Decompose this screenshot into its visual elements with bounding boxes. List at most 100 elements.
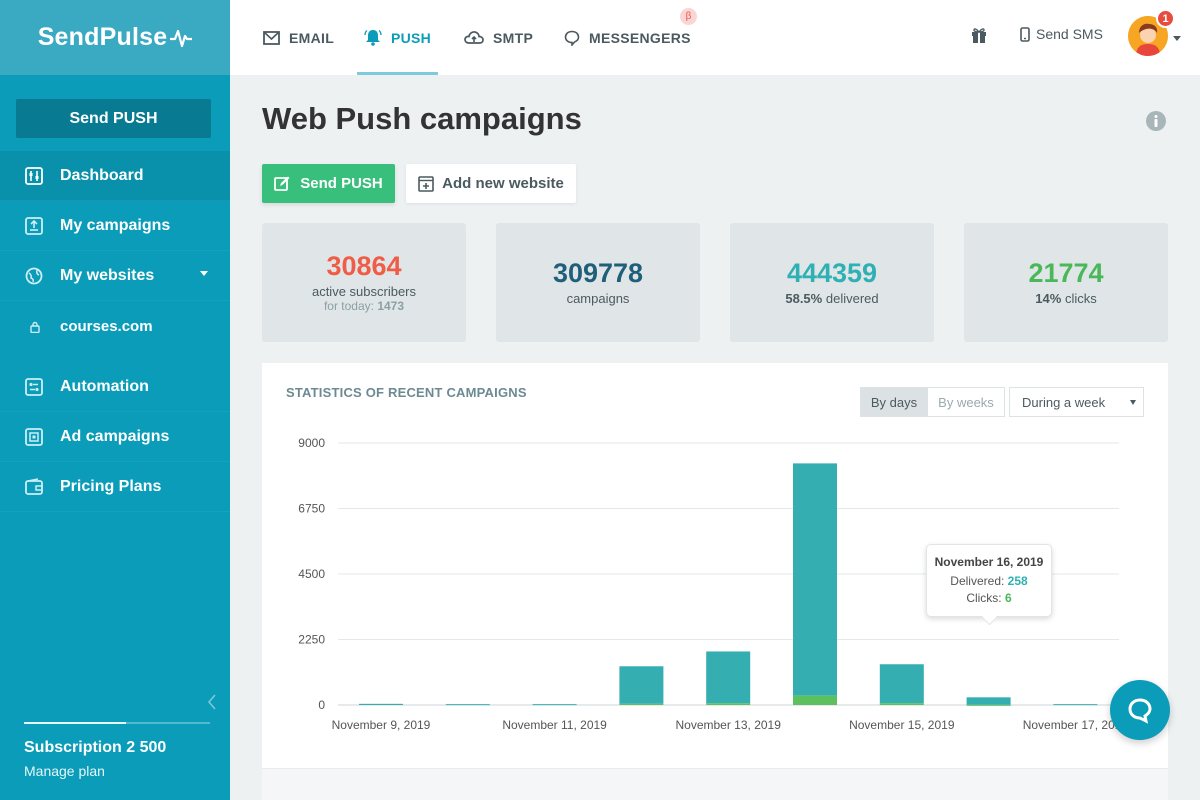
chevron-left-icon[interactable] — [206, 693, 218, 711]
tab-messengers[interactable]: MESSENGERS — [564, 0, 691, 75]
send-push-label: Send PUSH — [300, 175, 383, 192]
active-tab-indicator — [357, 72, 438, 75]
bar-delivered — [445, 704, 490, 706]
chat-icon — [1128, 698, 1152, 724]
envelope-icon — [263, 30, 280, 45]
by-weeks-toggle[interactable]: By weeks — [927, 387, 1005, 417]
statistics-panel: 0 2250 4500 6750 9000 November 9, 2019 Novembe… — [262, 363, 1168, 800]
tooltip-delivered: Delivered: 258 — [927, 574, 1051, 588]
tooltip-clicks: Clicks: 6 — [927, 591, 1051, 605]
chart-tooltip: November 16, 2019 Delivered: 258 Clicks:… — [926, 544, 1052, 617]
bar-clicks — [793, 695, 837, 705]
chat-widget-button[interactable] — [1110, 680, 1170, 740]
subscription-title: Subscription 2 500 — [24, 739, 167, 756]
y-tick-label: 2250 — [298, 633, 325, 647]
bar-delivered — [966, 697, 1011, 705]
automation-icon — [24, 377, 44, 397]
stat-value: 21774 — [1028, 258, 1104, 288]
x-tick-label: November 15, 2019 — [849, 718, 955, 732]
bar-delivered — [706, 651, 751, 704]
tooltip-date: November 16, 2019 — [934, 555, 1044, 569]
send-sms-link[interactable]: Send SMS — [1020, 0, 1103, 68]
lock-icon — [30, 321, 40, 333]
tab-label: PUSH — [391, 29, 432, 46]
campaigns-icon — [24, 216, 44, 236]
stat-label: active subscribers — [311, 284, 417, 299]
tab-push[interactable]: PUSH — [364, 0, 431, 75]
stat-percent: 58.5% — [785, 291, 823, 306]
dropdown-arrow-icon — [1130, 400, 1136, 405]
manage-plan-link[interactable]: Manage plan — [24, 763, 105, 779]
sidebar-item-dashboard[interactable]: Dashboard — [0, 151, 230, 201]
stat-label-text: delivered — [825, 291, 879, 306]
send-push-button[interactable]: Send PUSH — [262, 164, 395, 203]
stat-label: campaigns — [566, 291, 630, 306]
period-select-value: During a week — [1022, 394, 1106, 410]
stat-sub: for today: 1473 — [262, 299, 466, 313]
stat-label: 58.5% delivered — [730, 291, 934, 306]
bar-clicks — [879, 703, 924, 705]
sidebar-item-automation[interactable]: Automation — [0, 362, 230, 412]
sidebar-item-label: Ad campaigns — [60, 427, 170, 445]
stat-card-subscribers: 30864 active subscribers for today: 1473 — [262, 223, 466, 342]
tab-label: EMAIL — [289, 29, 335, 46]
stat-card-delivered: 444359 58.5% delivered — [730, 223, 934, 342]
by-days-toggle[interactable]: By days — [860, 387, 928, 417]
x-tick-label: November 13, 2019 — [675, 718, 781, 732]
logo-area[interactable]: SendPulse — [0, 0, 230, 75]
tab-label: SMTP — [493, 29, 534, 46]
subscription-progress-fill — [24, 722, 127, 724]
tooltip-clicks-label: Clicks: — [966, 591, 1002, 605]
bell-icon — [364, 29, 382, 46]
sidebar-item-my-campaigns[interactable]: My campaigns — [0, 201, 230, 251]
tooltip-delivered-label: Delivered: — [950, 574, 1005, 588]
sidebar-item-label: Dashboard — [60, 166, 144, 184]
panel-title: STATISTICS OF RECENT CAMPAIGNS — [286, 385, 527, 400]
y-tick-label: 9000 — [298, 436, 325, 450]
cloud-upload-icon — [464, 30, 484, 45]
period-select[interactable]: During a week — [1009, 387, 1144, 417]
stat-value: 309778 — [552, 258, 644, 288]
tooltip-delivered-value: 258 — [1007, 574, 1028, 588]
y-tick-label: 6750 — [298, 502, 325, 516]
tooltip-clicks-value: 6 — [1005, 591, 1012, 605]
sidebar-item-my-websites[interactable]: My websites — [0, 251, 230, 301]
chevron-down-icon[interactable] — [1173, 36, 1181, 41]
sidebar-item-label: My campaigns — [60, 216, 171, 234]
stat-card-campaigns: 309778 campaigns — [496, 223, 700, 342]
stat-label: 14% clicks — [964, 291, 1168, 306]
mobile-phone-icon — [1020, 26, 1030, 42]
send-sms-label: Send SMS — [1036, 26, 1103, 42]
chevron-down-icon[interactable] — [200, 271, 208, 276]
sidebar-send-push-button[interactable]: Send PUSH — [16, 99, 211, 138]
gift-icon[interactable] — [970, 26, 988, 49]
tab-smtp[interactable]: SMTP — [464, 0, 533, 75]
sidebar-website-label: courses.com — [60, 318, 153, 335]
top-header: EMAIL PUSH SMTP MESSENGERS β Send SMS 1 — [230, 0, 1200, 75]
notification-badge: 1 — [1156, 9, 1175, 28]
globe-icon — [24, 266, 44, 286]
bar-delivered — [619, 666, 664, 704]
pulse-logo-icon — [170, 29, 193, 47]
campaign-stats-chart: 0 2250 4500 6750 9000 November 9, 2019 Novembe… — [298, 436, 1128, 732]
info-icon[interactable] — [1146, 111, 1166, 136]
chat-bubble-icon — [564, 30, 580, 46]
y-tick-label: 4500 — [298, 567, 325, 581]
sidebar-website-item[interactable]: courses.com — [0, 301, 230, 352]
tab-email[interactable]: EMAIL — [263, 0, 334, 75]
x-tick-label: November 11, 2019 — [502, 718, 607, 732]
sidebar-item-label: Automation — [60, 377, 149, 395]
panel-footer — [262, 768, 1168, 800]
sidebar-item-pricing-plans[interactable]: Pricing Plans — [0, 462, 230, 512]
sidebar-item-ad-campaigns[interactable]: Ad campaigns — [0, 412, 230, 462]
stat-sub-prefix: for today: — [323, 299, 374, 313]
add-website-button[interactable]: Add new website — [406, 164, 576, 203]
bar-delivered — [879, 664, 924, 704]
stat-value: 444359 — [786, 258, 878, 288]
logo[interactable]: SendPulse — [38, 23, 193, 52]
subscription-progress — [24, 722, 210, 724]
stat-label-text: clicks — [1064, 291, 1097, 306]
sidebar-item-label: Pricing Plans — [60, 477, 162, 495]
x-tick-label: November 9, 2019 — [332, 718, 431, 732]
bar-delivered — [532, 704, 577, 706]
